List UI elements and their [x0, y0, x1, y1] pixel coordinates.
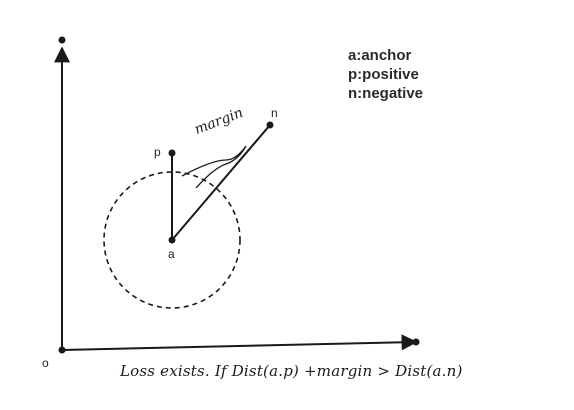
anchor-label: a — [168, 247, 175, 261]
origin-dot — [58, 346, 66, 354]
x-axis — [61, 334, 418, 351]
anchor-negative-line — [171, 124, 271, 241]
positive-label: p — [154, 145, 161, 159]
negative-label: n — [271, 106, 278, 120]
margin-brace — [181, 145, 247, 189]
positive-point — [168, 149, 176, 157]
anchor-point — [168, 236, 176, 244]
origin-label: o — [42, 356, 49, 370]
y-axis-end-dot — [58, 36, 66, 44]
legend-item-anchor: a:anchor — [348, 47, 412, 64]
legend-item-positive: p:positive — [348, 66, 419, 83]
legend: a:anchor p:positive n:negative — [348, 46, 423, 103]
x-axis-end-dot — [412, 338, 420, 346]
loss-caption: Loss exists. If Dist(a.p) +margin > Dist… — [120, 362, 463, 380]
negative-point — [266, 121, 274, 129]
legend-item-negative: n:negative — [348, 85, 424, 102]
